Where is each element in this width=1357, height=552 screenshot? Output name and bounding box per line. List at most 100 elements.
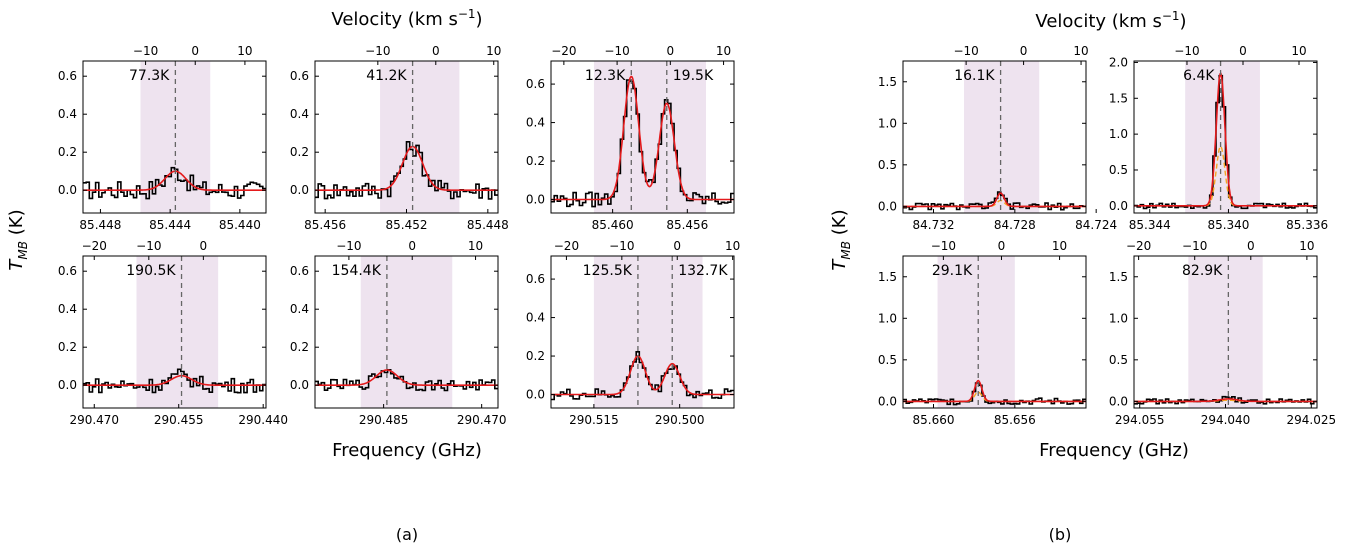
fit-curve (903, 192, 1086, 208)
fit-curve (83, 170, 266, 191)
vel-tick-label: −10 (136, 239, 161, 253)
x-tick-label: 290.440 (238, 413, 288, 427)
vel-tick-label: −10 (1182, 239, 1207, 253)
y-tick-label: 1.5 (878, 270, 897, 284)
x-tick-label: 85.336 (1286, 218, 1328, 232)
shaded-region (380, 61, 460, 213)
x-axis-label-a: Frequency (GHz) (332, 440, 482, 461)
y-tick-label: 1.0 (878, 116, 897, 130)
axes-frame (902, 60, 1087, 214)
x-tick-label: 84.728 (994, 218, 1036, 232)
vel-tick-label: 10 (237, 44, 252, 58)
y-axis-label-a: TMB (K) (6, 209, 30, 270)
y-tick-label: 0.2 (290, 340, 309, 354)
y-tick-label: 0.0 (58, 378, 77, 392)
vel-tick-label: −10 (604, 44, 629, 58)
shaded-region (1188, 256, 1263, 408)
fit-curve (551, 75, 734, 201)
y-tick-label: 0.0 (526, 388, 545, 402)
temperature-label: 6.4K (1183, 68, 1215, 84)
axes-frame (1133, 60, 1318, 214)
panel-a-4: 190.5K 0.0 0.2 0.4 0.6 290.470 290.455 290.440 −… (58, 239, 288, 427)
shaded-region (593, 61, 706, 213)
y-tick-label: 0.4 (526, 116, 545, 130)
spectrum-line (83, 166, 266, 200)
y-tick-label: 0.6 (526, 272, 545, 286)
spectrum-line (315, 369, 498, 392)
y-tick-label: 0.4 (290, 302, 309, 316)
x-tick-label: 85.344 (1129, 218, 1171, 232)
vel-tick-label: 10 (1073, 44, 1088, 58)
vel-tick-label: −10 (1174, 44, 1199, 58)
panel-a-1: 77.3K 0.0 0.2 0.4 0.6 85.448 85.444 85.440 −10 0 1… (58, 44, 267, 232)
vel-tick-label: −10 (365, 44, 390, 58)
x-tick-label: 84.724 (1075, 218, 1117, 232)
x-tick-label: 294.040 (1201, 413, 1251, 427)
vel-tick-label: −10 (336, 239, 361, 253)
vel-tick-label: −20 (82, 239, 107, 253)
y-tick-label: 0.2 (58, 145, 77, 159)
y-tick-label: 0.4 (58, 302, 77, 316)
temperature-label: 190.5K (126, 263, 176, 279)
vel-tick-label: 0 (998, 239, 1006, 253)
top-axis-label-a: Velocity (km s−1) (331, 7, 482, 30)
x-tick-label: 290.500 (655, 413, 705, 427)
y-tick-label: 0.0 (58, 183, 77, 197)
top-axis-label-b: Velocity (km s−1) (1035, 9, 1186, 32)
y-tick-label: 0.0 (526, 193, 545, 207)
temperature-label: 16.1K (954, 68, 995, 84)
panel-a-5: 154.4K 0.0 0.2 0.4 0.6 290.485 290.470 −10 0 10 (290, 239, 507, 427)
y-tick-label: 0.2 (526, 349, 545, 363)
panel-b-2: 6.4K 0.0 0.5 1.0 1.5 2.0 85.344 85.340 85.336 −10… (1109, 44, 1328, 232)
y-tick-label: 1.0 (1109, 127, 1128, 141)
y-tick-label: 0.6 (290, 69, 309, 83)
vel-tick-label: 10 (1299, 239, 1314, 253)
vel-tick-label: −10 (931, 239, 956, 253)
x-tick-label: 85.448 (467, 218, 509, 232)
y-tick-label: 1.5 (1109, 270, 1128, 284)
y-tick-label: 0.6 (526, 77, 545, 91)
y-tick-label: 0.5 (878, 158, 897, 172)
temperature-label: 82.9K (1182, 263, 1223, 279)
vel-tick-label: 0 (1020, 44, 1028, 58)
temperature-label: 41.2K (366, 68, 407, 84)
temperature-label: 12.3K (585, 68, 626, 84)
y-tick-label: 1.0 (878, 311, 897, 325)
y-tick-label: 0.0 (878, 199, 897, 213)
x-tick-label: 85.452 (386, 218, 428, 232)
axes-frame (550, 255, 735, 409)
vel-tick-label: 0 (408, 239, 416, 253)
fit-curve (83, 374, 266, 386)
panels: 77.3K0.00.20.40.685.448 85.444 85.440−10 0 1… (58, 44, 1336, 427)
x-tick-label: 85.456 (666, 218, 708, 232)
fit-curve (1134, 72, 1317, 207)
y-tick-label: 0.2 (290, 145, 309, 159)
vel-tick-label: 0 (667, 44, 675, 58)
fit-curve (903, 379, 1086, 403)
panel-a-3: 12.3K 19.5K 0.0 0.2 0.4 0.6 85.460 85.456 −20 −10… (526, 44, 735, 232)
fit-curve (551, 355, 734, 396)
y-tick-label: 0.5 (1109, 163, 1128, 177)
y-tick-label: 0.0 (290, 183, 309, 197)
y-axis-label-b: TMB (K) (829, 209, 853, 270)
x-tick-label: 85.440 (219, 218, 261, 232)
x-tick-label: 294.025 (1286, 413, 1336, 427)
caption-b: (b) (1049, 525, 1072, 544)
fit-curve (315, 145, 498, 191)
vel-tick-label: 10 (468, 239, 483, 253)
y-tick-label: 0.2 (58, 340, 77, 354)
y-tick-label: 0.6 (58, 264, 77, 278)
y-tick-label: 1.0 (1109, 311, 1128, 325)
caption-a: (a) (396, 525, 418, 544)
y-tick-label: 0.5 (1109, 353, 1128, 367)
vel-tick-label: 0 (673, 239, 681, 253)
y-tick-label: 0.4 (290, 107, 309, 121)
temperature-label: 154.4K (332, 263, 382, 279)
temperature-label: 29.1K (932, 263, 973, 279)
vel-tick-label: −10 (609, 239, 634, 253)
temperature-label: 77.3K (129, 68, 170, 84)
x-axis-label-b: Frequency (GHz) (1039, 440, 1189, 461)
temperature-label: 125.5K (583, 263, 633, 279)
y-tick-label: 0.6 (58, 69, 77, 83)
y-tick-label: 0.0 (1109, 394, 1128, 408)
